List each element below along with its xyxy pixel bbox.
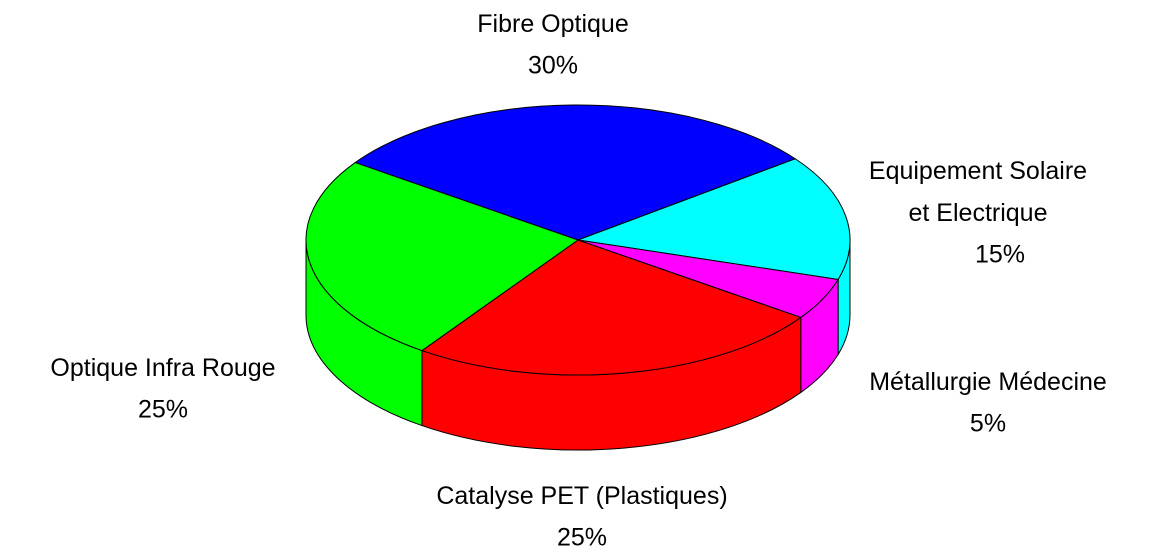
value-label: 25% <box>138 396 188 424</box>
value-label: 30% <box>528 52 578 80</box>
slice-label-line: Equipement Solaire <box>869 157 1087 185</box>
value-label: 25% <box>557 524 607 552</box>
slice-label-line: Fibre Optique <box>477 10 628 38</box>
value-label: 15% <box>975 241 1025 269</box>
slice-label-line: Optique Infra Rouge <box>50 354 275 382</box>
slice-label-line: et Electrique <box>909 199 1048 227</box>
slice-label: Métallurgie Médecine <box>869 368 1107 396</box>
value-label: 5% <box>970 410 1006 438</box>
slice-label: Catalyse PET (Plastiques) <box>436 482 727 510</box>
slice-label-line: Catalyse PET (Plastiques) <box>436 482 727 510</box>
pie-slice <box>354 104 797 241</box>
slice-label: Equipement Solaire et Electrique <box>869 157 1087 227</box>
slice-label-line: Métallurgie Médecine <box>869 368 1107 396</box>
slice-label: Optique Infra Rouge <box>50 354 275 382</box>
pie-slice <box>420 239 802 376</box>
pie-slice <box>576 158 851 281</box>
slice-label: Fibre Optique <box>477 10 628 38</box>
pie-slice <box>305 162 580 352</box>
